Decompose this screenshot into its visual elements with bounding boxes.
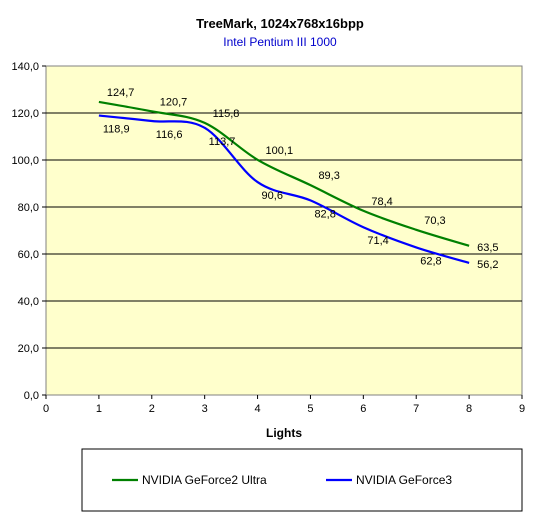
y-tick-label: 40,0: [18, 296, 39, 308]
x-tick-label: 0: [43, 403, 49, 415]
data-label: 115,8: [213, 108, 240, 120]
plot-area: [45, 65, 523, 396]
legend-label-1: NVIDIA GeForce2 Ultra: [142, 473, 267, 487]
y-tick-label: 100,0: [11, 155, 39, 167]
data-label: 100,1: [266, 145, 294, 157]
y-tick-label: 0,0: [24, 390, 39, 402]
data-label: 63,5: [477, 242, 498, 254]
x-axis-title: Lights: [266, 426, 302, 440]
data-label: 124,7: [107, 87, 135, 99]
y-tick-label: 80,0: [18, 202, 39, 214]
legend: NVIDIA GeForce2 Ultra NVIDIA GeForce3: [112, 473, 452, 487]
data-label: 71,4: [367, 235, 388, 247]
data-label: 113,7: [209, 136, 236, 148]
x-tick-label: 7: [413, 403, 419, 415]
data-label: 118,9: [103, 124, 130, 136]
legend-box: [81, 448, 523, 512]
x-tick-label: 2: [149, 403, 155, 415]
chart-title: TreeMark, 1024x768x16bpp: [196, 16, 364, 31]
x-tick-label: 3: [202, 403, 208, 415]
series-layer: [98, 100, 470, 264]
data-label: 82,8: [314, 208, 335, 220]
data-label: 78,4: [371, 196, 392, 208]
grid: [46, 112, 522, 349]
x-tick-label: 9: [519, 403, 525, 415]
y-tick-label: 20,0: [18, 343, 39, 355]
data-label: 120,7: [160, 96, 188, 108]
data-label: 90,6: [262, 190, 283, 202]
y-tick-label: 140,0: [11, 61, 39, 73]
data-label: 116,6: [156, 129, 183, 141]
chart-subtitle: Intel Pentium III 1000: [223, 35, 337, 49]
y-axis: 0,0 20,0 40,0 60,0 80,0 100,0 120,0 140,0: [11, 61, 46, 402]
x-tick-label: 8: [466, 403, 472, 415]
data-label: 89,3: [318, 170, 339, 182]
data-labels: 124,7 120,7 115,8 100,1 89,3 78,4 70,3 63,5 118,…: [103, 87, 499, 271]
series-line-1: [98, 100, 470, 247]
x-axis: 0 1 2 3 4 5 6 7 8 9: [43, 395, 525, 415]
y-tick-label: 120,0: [11, 108, 39, 120]
data-label: 70,3: [424, 215, 445, 227]
x-tick-label: 4: [254, 403, 260, 415]
x-tick-label: 1: [96, 403, 102, 415]
x-tick-label: 5: [307, 403, 313, 415]
data-label: 62,8: [420, 255, 441, 267]
legend-label-2: NVIDIA GeForce3: [356, 473, 452, 487]
y-tick-label: 60,0: [18, 249, 39, 261]
data-label: 56,2: [477, 259, 498, 271]
series-line-2: [98, 114, 470, 264]
x-tick-label: 6: [360, 403, 366, 415]
